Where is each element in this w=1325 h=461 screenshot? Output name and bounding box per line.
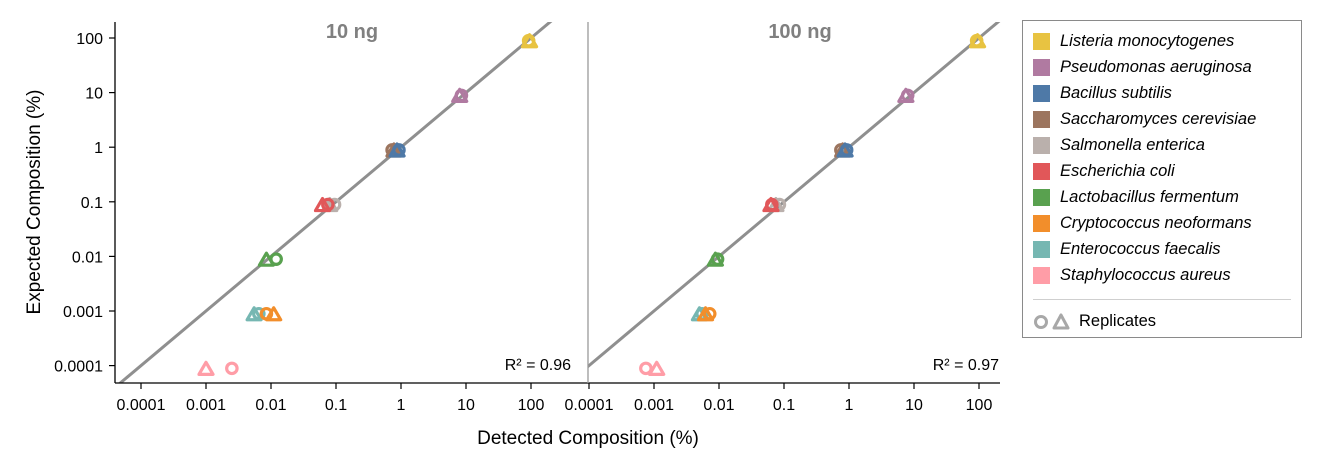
legend-label: Bacillus subtilis: [1060, 83, 1172, 102]
y-tick-label: 100: [76, 31, 103, 48]
panel-marks-10ng: [117, 22, 553, 383]
legend-label: Cryptococcus neoformans: [1060, 213, 1252, 232]
x-tick-label: 0.1: [773, 397, 795, 414]
legend-swatch: [1033, 110, 1050, 128]
legend-label: Lactobacillus fermentum: [1060, 187, 1239, 206]
x-tick-label: 0.001: [634, 397, 674, 414]
legend: Listeria monocytogenes Pseudomonas aerug…: [1022, 20, 1302, 338]
x-axis-label: Detected Composition (%): [477, 428, 699, 449]
axes: 100 10 1 0.1 0.01 0.001 0.0001 0.0001 0.001 0.01 0…: [54, 22, 1000, 414]
x-tick-label: 0.1: [325, 397, 347, 414]
legend-item-replicates: Replicates: [1033, 309, 1156, 333]
y-tick-label: 0.1: [81, 195, 103, 212]
x-tick-label: 1: [397, 397, 406, 414]
x-tick-label: 100: [518, 397, 545, 414]
panel-10ng: 10 ng R² = 0.96: [117, 21, 571, 383]
legend-item-enterococcus: Enterococcus faecalis: [1033, 237, 1221, 261]
legend-label: Saccharomyces cerevisiae: [1060, 109, 1257, 128]
legend-label: Salmonella enterica: [1060, 135, 1205, 154]
point-listeria-monocytogenes-triangle: [520, 33, 539, 49]
legend-divider: [1033, 299, 1291, 300]
panel-marks-100ng: [588, 22, 1001, 376]
y-tick-label: 0.0001: [54, 359, 103, 376]
legend-label: Escherichia coli: [1060, 161, 1175, 180]
point-pseudomonas-aeruginosa-triangle: [897, 87, 915, 103]
x-tick-label: 0.0001: [565, 397, 614, 414]
point-staphylococcus-aureus-circle: [639, 361, 653, 376]
x-tick-label: 100: [966, 397, 993, 414]
point-escherichia-coli-triangle: [762, 196, 780, 213]
legend-label: Pseudomonas aeruginosa: [1060, 57, 1252, 76]
panel-title-10ng: 10 ng: [326, 21, 378, 43]
y-axis-label: Expected Composition (%): [24, 90, 45, 315]
legend-swatch: [1033, 188, 1050, 206]
point-pseudomonas-aeruginosa-triangle: [451, 87, 469, 103]
legend-item-cryptococcus: Cryptococcus neoformans: [1033, 211, 1252, 235]
legend-item-bacillus: Bacillus subtilis: [1033, 81, 1172, 105]
y-tick-label: 0.01: [72, 249, 103, 266]
legend-swatch: [1033, 162, 1050, 180]
legend-swatch: [1033, 58, 1050, 76]
legend-item-escherichia: Escherichia coli: [1033, 159, 1175, 183]
y-tick-label: 10: [85, 86, 103, 103]
x-tick-label: 0.01: [703, 397, 734, 414]
legend-item-lactobacillus: Lactobacillus fermentum: [1033, 185, 1239, 209]
legend-swatch: [1033, 240, 1050, 258]
legend-item-saccharomyces: Saccharomyces cerevisiae: [1033, 107, 1256, 131]
scatter-figure: 10 ng R² = 0.96 100 ng R² = 0.97 1001010…: [24, 21, 1001, 449]
point-lactobacillus-fermentum-triangle: [257, 251, 276, 267]
panel-title-100ng: 100 ng: [768, 21, 831, 43]
point-bacillus-subtilis-triangle: [836, 142, 854, 158]
point-listeria-monocytogenes-triangle: [968, 33, 987, 49]
point-bacillus-subtilis-triangle: [388, 142, 406, 158]
legend-label: Staphylococcus aureus: [1060, 265, 1231, 284]
point-cryptococcus-neoformans-triangle: [265, 306, 283, 322]
r2-label-100ng: R² = 0.97: [933, 357, 999, 374]
point-staphylococcus-aureus-circle: [225, 361, 239, 376]
point-cryptococcus-neoformans-triangle: [696, 306, 715, 322]
legend-replicates-label: Replicates: [1079, 311, 1157, 330]
point-lactobacillus-fermentum-triangle: [706, 251, 724, 267]
point-staphylococcus-aureus-triangle: [197, 360, 215, 376]
legend-swatch: [1033, 136, 1050, 154]
point-enterococcus-faecalis-triangle: [245, 306, 263, 322]
replicate-markers-icon: [1034, 313, 1070, 330]
x-tick-label: 0.001: [186, 397, 226, 414]
x-tick-label: 10: [457, 397, 475, 414]
y-tick-label: 1: [94, 140, 103, 157]
legend-swatch: [1033, 84, 1050, 102]
x-tick-label: 0.01: [255, 397, 286, 414]
r2-label-10ng: R² = 0.96: [505, 357, 571, 374]
legend-label: Enterococcus faecalis: [1060, 239, 1221, 258]
legend-swatch: [1033, 266, 1050, 284]
legend-item-staphylococcus: Staphylococcus aureus: [1033, 263, 1231, 287]
legend-swatch: [1033, 32, 1050, 50]
legend-item-salmonella: Salmonella enterica: [1033, 133, 1205, 157]
y-tick-label: 0.001: [63, 304, 103, 321]
point-escherichia-coli-triangle: [313, 196, 332, 213]
legend-label: Listeria monocytogenes: [1060, 31, 1235, 50]
legend-item-pseudomonas: Pseudomonas aeruginosa: [1033, 55, 1252, 79]
point-staphylococcus-aureus-triangle: [648, 360, 666, 376]
x-tick-label: 1: [845, 397, 854, 414]
fit-line: [117, 22, 553, 383]
x-tick-label: 10: [905, 397, 923, 414]
panel-100ng: 100 ng R² = 0.97: [588, 21, 1001, 376]
x-tick-label: 0.0001: [117, 397, 166, 414]
legend-swatch: [1033, 214, 1050, 232]
legend-item-listeria: Listeria monocytogenes: [1033, 29, 1234, 53]
